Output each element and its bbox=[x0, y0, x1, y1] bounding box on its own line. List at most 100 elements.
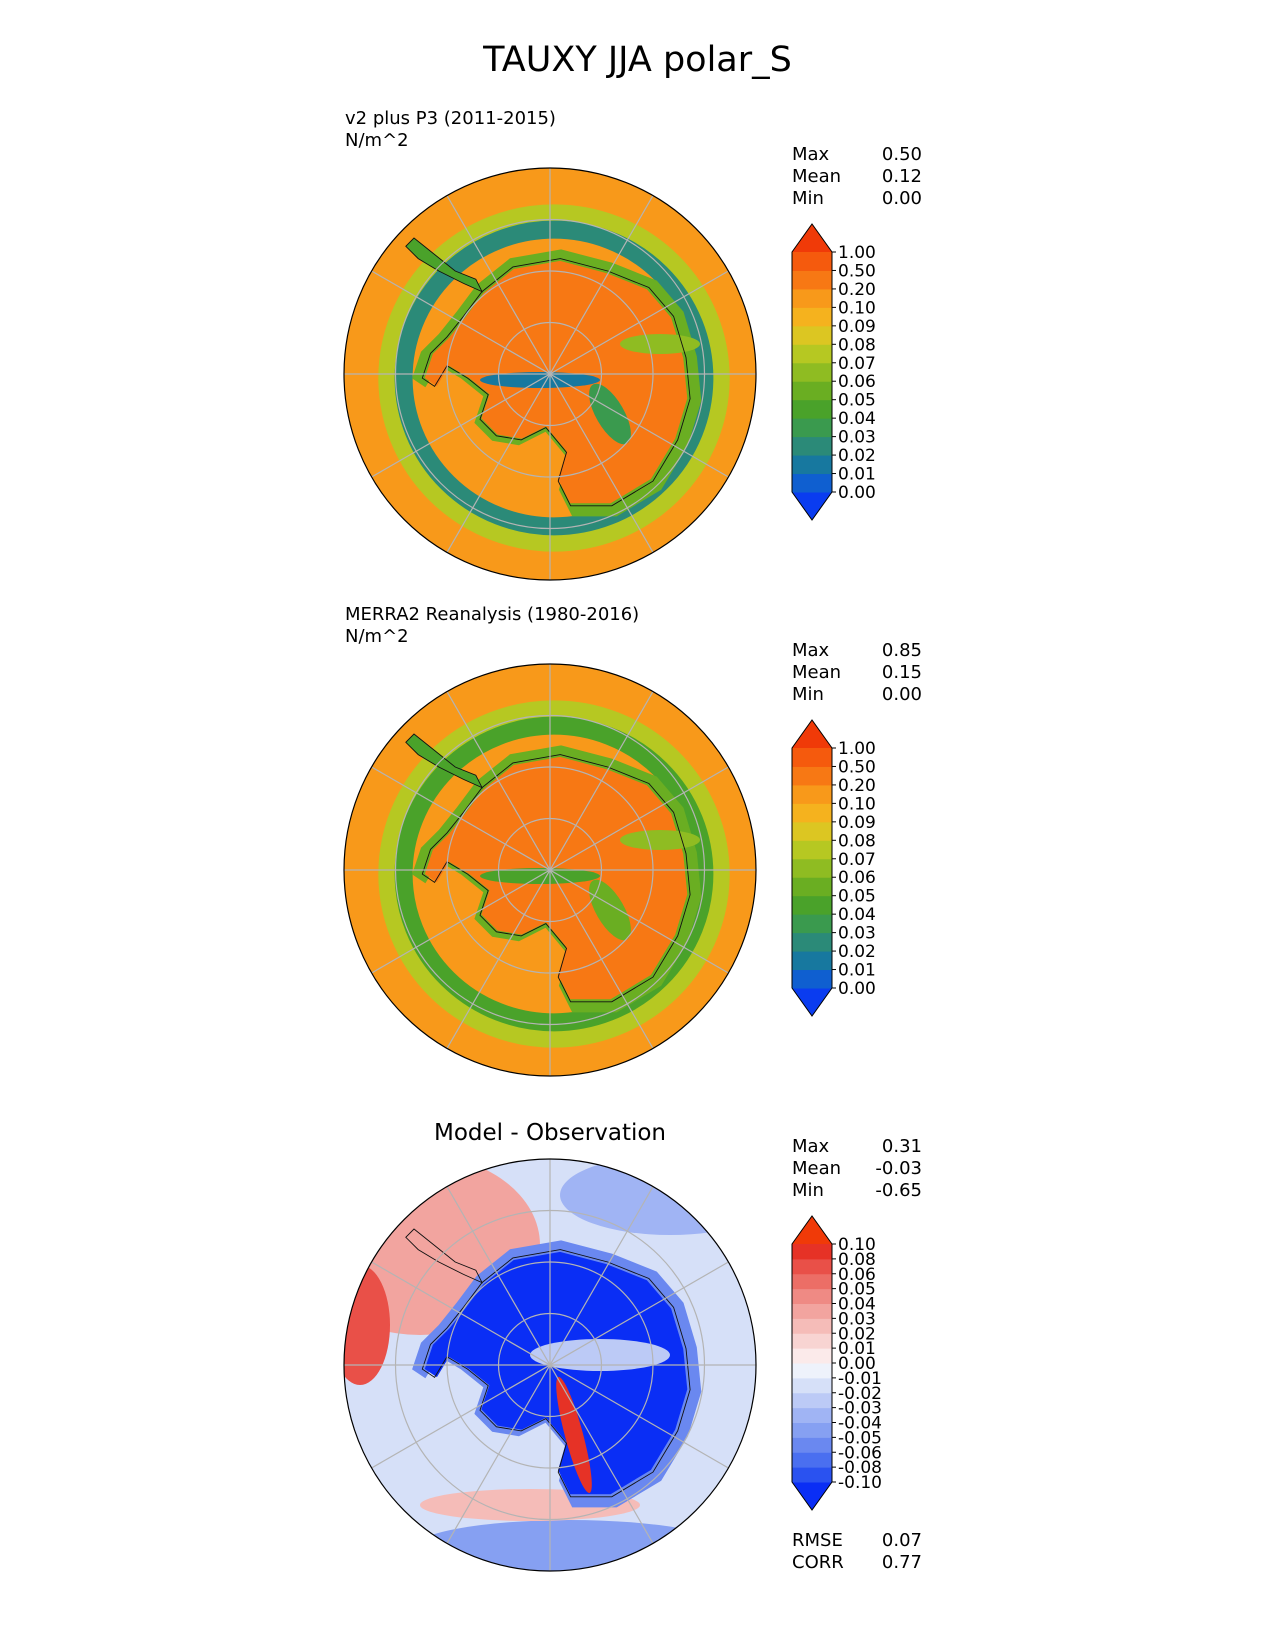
colorbar-tick-label: 0.05 bbox=[838, 887, 876, 907]
colorbar-tick-label: 0.01 bbox=[838, 1339, 876, 1359]
colorbar-segment bbox=[792, 1288, 832, 1304]
polar-map-1 bbox=[343, 167, 757, 581]
colorbar-segment bbox=[792, 877, 832, 897]
colorbar-segment bbox=[792, 821, 832, 841]
colorbar-tick-label: 1.00 bbox=[838, 739, 876, 759]
colorbar-tick-label: 0.02 bbox=[838, 1324, 876, 1344]
colorbar-segment bbox=[792, 1392, 832, 1409]
colorbar-segment bbox=[792, 307, 832, 327]
negative-south-region bbox=[410, 1520, 730, 1571]
stat-row: Min 0.00 bbox=[792, 684, 922, 705]
colorbar-tick-label: 0.05 bbox=[838, 391, 876, 411]
colorbar-segment bbox=[792, 473, 832, 493]
colorbar-segment bbox=[792, 455, 832, 475]
stat-row: Min -0.65 bbox=[792, 1180, 922, 1201]
colorbar-tick-label: 0.10 bbox=[838, 794, 876, 814]
panel2-units: N/m^2 bbox=[345, 626, 409, 647]
colorbar-segment bbox=[792, 803, 832, 823]
colorbar-tick-label: -0.10 bbox=[838, 1473, 882, 1493]
colorbar-segment bbox=[792, 270, 832, 290]
colorbar-segment bbox=[792, 1452, 832, 1468]
metric-row: CORR 0.77 bbox=[792, 1552, 922, 1573]
colorbar-tick-label: -0.06 bbox=[838, 1443, 882, 1463]
meridian-line bbox=[371, 766, 729, 974]
colorbar-tick-label: 0.06 bbox=[838, 868, 876, 888]
peninsula-field bbox=[405, 238, 482, 292]
panel1-stats: Max 0.50 Mean 0.12 Min 0.00 bbox=[792, 144, 922, 210]
colorbar-segment bbox=[792, 1377, 832, 1394]
colorbar-segment bbox=[792, 914, 832, 934]
colorbar-tick-label: 0.05 bbox=[838, 1280, 876, 1300]
colorbar-over-arrow bbox=[792, 1216, 832, 1244]
colorbar-segment bbox=[792, 325, 832, 345]
colorbar-segment bbox=[792, 344, 832, 364]
colorbar-under-arrow bbox=[792, 988, 832, 1016]
colorbar-tick-label: 0.20 bbox=[838, 776, 876, 796]
colorbar-segment bbox=[792, 1244, 832, 1260]
stat-row: Max 0.85 bbox=[792, 640, 922, 661]
peninsula-coastline bbox=[405, 1228, 483, 1284]
colorbar-segment bbox=[792, 1333, 832, 1349]
colorbar-tick-label: -0.01 bbox=[838, 1369, 882, 1389]
colorbar-tick-label: 0.00 bbox=[838, 483, 876, 503]
colorbar-tick-label: -0.08 bbox=[838, 1458, 882, 1478]
colorbar-tick-label: 0.04 bbox=[838, 905, 876, 925]
colorbar-segment bbox=[792, 1348, 832, 1364]
colorbar-segment bbox=[792, 436, 832, 456]
colorbar-tick-label: 0.10 bbox=[838, 298, 876, 318]
colorbar-tick-label: 0.00 bbox=[838, 979, 876, 999]
ross-positive-strip bbox=[556, 1376, 592, 1494]
colorbar-segment bbox=[792, 399, 832, 419]
meridian-line bbox=[371, 270, 729, 478]
panel2-dataset-name: MERRA2 Reanalysis (1980-2016) bbox=[345, 604, 640, 625]
colorbar-segment bbox=[792, 252, 832, 271]
colorbar-tick-label: 0.01 bbox=[838, 465, 876, 485]
polar-map-2 bbox=[343, 663, 757, 1077]
panel3-metrics: RMSE 0.07 CORR 0.77 bbox=[792, 1530, 922, 1574]
colorbar-segment bbox=[792, 969, 832, 989]
colorbar-segment bbox=[792, 951, 832, 971]
colorbar-under-arrow bbox=[792, 492, 832, 520]
colorbar-tick-label: 0.03 bbox=[838, 924, 876, 944]
colorbar-tick-label: -0.04 bbox=[838, 1414, 882, 1434]
panel3-stats: Max 0.31 Mean -0.03 Min -0.65 bbox=[792, 1136, 922, 1202]
colorbar-tick-label: 0.03 bbox=[838, 428, 876, 448]
interior-streak bbox=[589, 383, 631, 445]
negative-north-region bbox=[560, 1159, 756, 1235]
stat-row: Mean 0.12 bbox=[792, 166, 922, 187]
colorbar-tick-label: 0.20 bbox=[838, 280, 876, 300]
colorbar-over-arrow bbox=[792, 224, 832, 252]
panel2-label: MERRA2 Reanalysis (1980-2016) N/m^2 bbox=[345, 604, 639, 648]
colorbar-tick-label: 1.00 bbox=[838, 243, 876, 263]
peninsula-coastline bbox=[405, 237, 483, 293]
colorbar-tick-label: 0.10 bbox=[838, 1235, 876, 1255]
colorbar-tick-label: 0.01 bbox=[838, 961, 876, 981]
colorbar-tick-label: 0.00 bbox=[838, 1354, 876, 1374]
coastline bbox=[421, 258, 691, 507]
colorbar-tick-label: 0.02 bbox=[838, 446, 876, 466]
metric-row: RMSE 0.07 bbox=[792, 1530, 922, 1551]
stat-row: Min 0.00 bbox=[792, 188, 922, 209]
colorbar-segment bbox=[792, 1422, 832, 1438]
colorbar-tick-label: 0.08 bbox=[838, 335, 876, 355]
interior-streak bbox=[620, 334, 700, 354]
colorbar-3: -0.10-0.08-0.06-0.05-0.04-0.03-0.02-0.01… bbox=[791, 1215, 882, 1511]
colorbar-2: 0.000.010.020.030.040.050.060.070.080.09… bbox=[791, 719, 876, 1017]
colorbar-tick-label: 0.03 bbox=[838, 1309, 876, 1329]
coastline bbox=[421, 1249, 691, 1498]
panel3-title: Model - Observation bbox=[433, 1120, 667, 1146]
map-boundary bbox=[343, 1158, 757, 1572]
colorbar-tick-label: 0.09 bbox=[838, 813, 876, 833]
interior-streak bbox=[620, 830, 700, 850]
map-boundary bbox=[343, 663, 757, 1077]
colorbar-over-arrow bbox=[792, 720, 832, 748]
colorbar-segment bbox=[792, 840, 832, 860]
colorbar-segment bbox=[792, 932, 832, 952]
colorbar-tick-label: 0.06 bbox=[838, 372, 876, 392]
colorbar-tick-label: 0.04 bbox=[838, 409, 876, 429]
colorbar-segment bbox=[792, 784, 832, 804]
colorbar-under-arrow bbox=[792, 1482, 832, 1510]
colorbar-segment bbox=[792, 1273, 832, 1290]
colorbar-segment bbox=[792, 288, 832, 308]
